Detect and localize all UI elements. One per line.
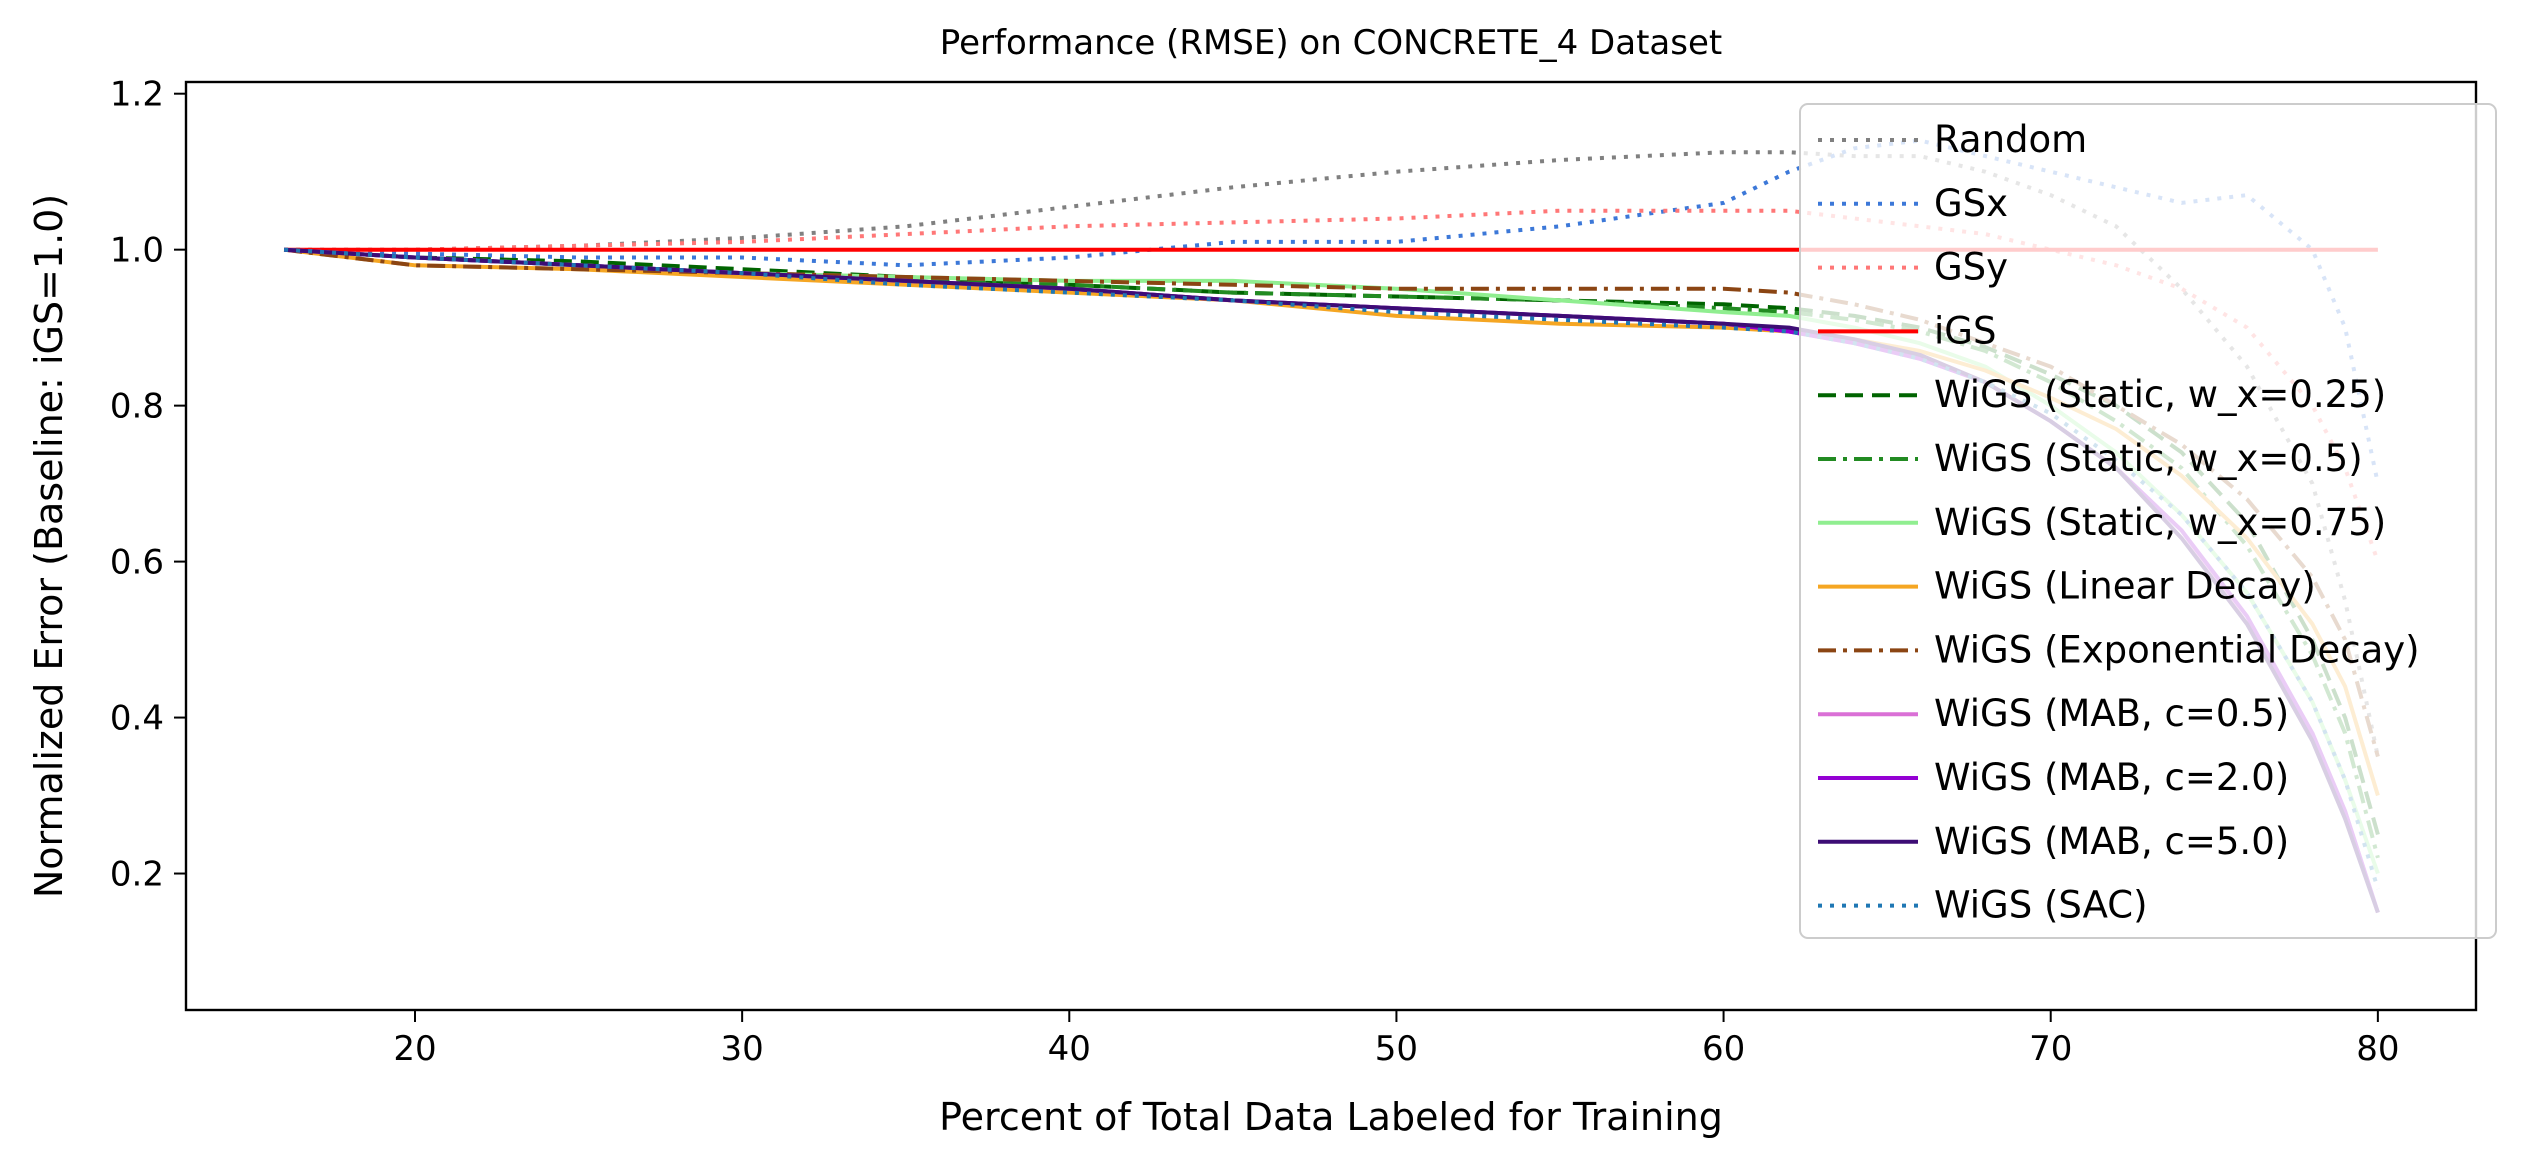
y-tick-label: 0.8 — [110, 387, 164, 427]
y-tick-label: 0.4 — [110, 699, 164, 739]
legend-label-4: WiGS (Static, w_x=0.25) — [1934, 373, 2386, 416]
x-tick-label: 30 — [721, 1029, 764, 1069]
y-tick-label: 1.2 — [110, 75, 164, 115]
x-axis-label: Percent of Total Data Labeled for Traini… — [939, 1095, 1723, 1139]
series-line-4 — [283, 247, 2380, 836]
x-tick-label: 40 — [1048, 1029, 1091, 1069]
legend-label-12: WiGS (SAC) — [1934, 884, 2148, 927]
legend: Random GSx GSy iGS WiGS (Static, w_x=0.25) Wi… — [1799, 103, 2497, 939]
x-tick-label: 70 — [2029, 1029, 2072, 1069]
x-tick-label: 80 — [2356, 1029, 2399, 1069]
chart-title: Performance (RMSE) on CONCRETE_4 Dataset — [940, 23, 1722, 63]
y-tick-label: 0.2 — [110, 855, 164, 895]
x-tick-label: 60 — [1702, 1029, 1745, 1069]
y-tick-label: 0.6 — [110, 543, 164, 583]
x-axis: 20 30 40 50 60 70 80 — [393, 1010, 2399, 1069]
legend-label-0: Random — [1934, 118, 2087, 161]
legend-label-10: WiGS (MAB, c=2.0) — [1934, 756, 2289, 799]
legend-label-1: GSx — [1934, 182, 2008, 225]
legend-label-8: WiGS (Exponential Decay) — [1934, 628, 2420, 671]
y-tick-label: 1.0 — [110, 231, 164, 271]
x-tick-label: 50 — [1375, 1029, 1418, 1069]
legend-label-7: WiGS (Linear Decay) — [1934, 565, 2316, 608]
legend-label-2: GSy — [1934, 246, 2008, 289]
series-line-1 — [284, 138, 2380, 485]
x-tick-label: 20 — [393, 1029, 436, 1069]
legend-label-9: WiGS (MAB, c=0.5) — [1934, 692, 2289, 735]
legend-label-11: WiGS (MAB, c=5.0) — [1934, 820, 2289, 863]
legend-label-3: iGS — [1934, 309, 1996, 352]
y-axis: 0.2 0.4 0.6 0.8 1.0 1.2 — [110, 75, 186, 895]
legend-label-6: WiGS (Static, w_x=0.75) — [1934, 501, 2386, 544]
y-axis-label: Normalized Error (Baseline: iGS=1.0) — [27, 194, 71, 898]
legend-label-5: WiGS (Static, w_x=0.5) — [1934, 437, 2363, 480]
legend-frame — [1799, 103, 2497, 939]
